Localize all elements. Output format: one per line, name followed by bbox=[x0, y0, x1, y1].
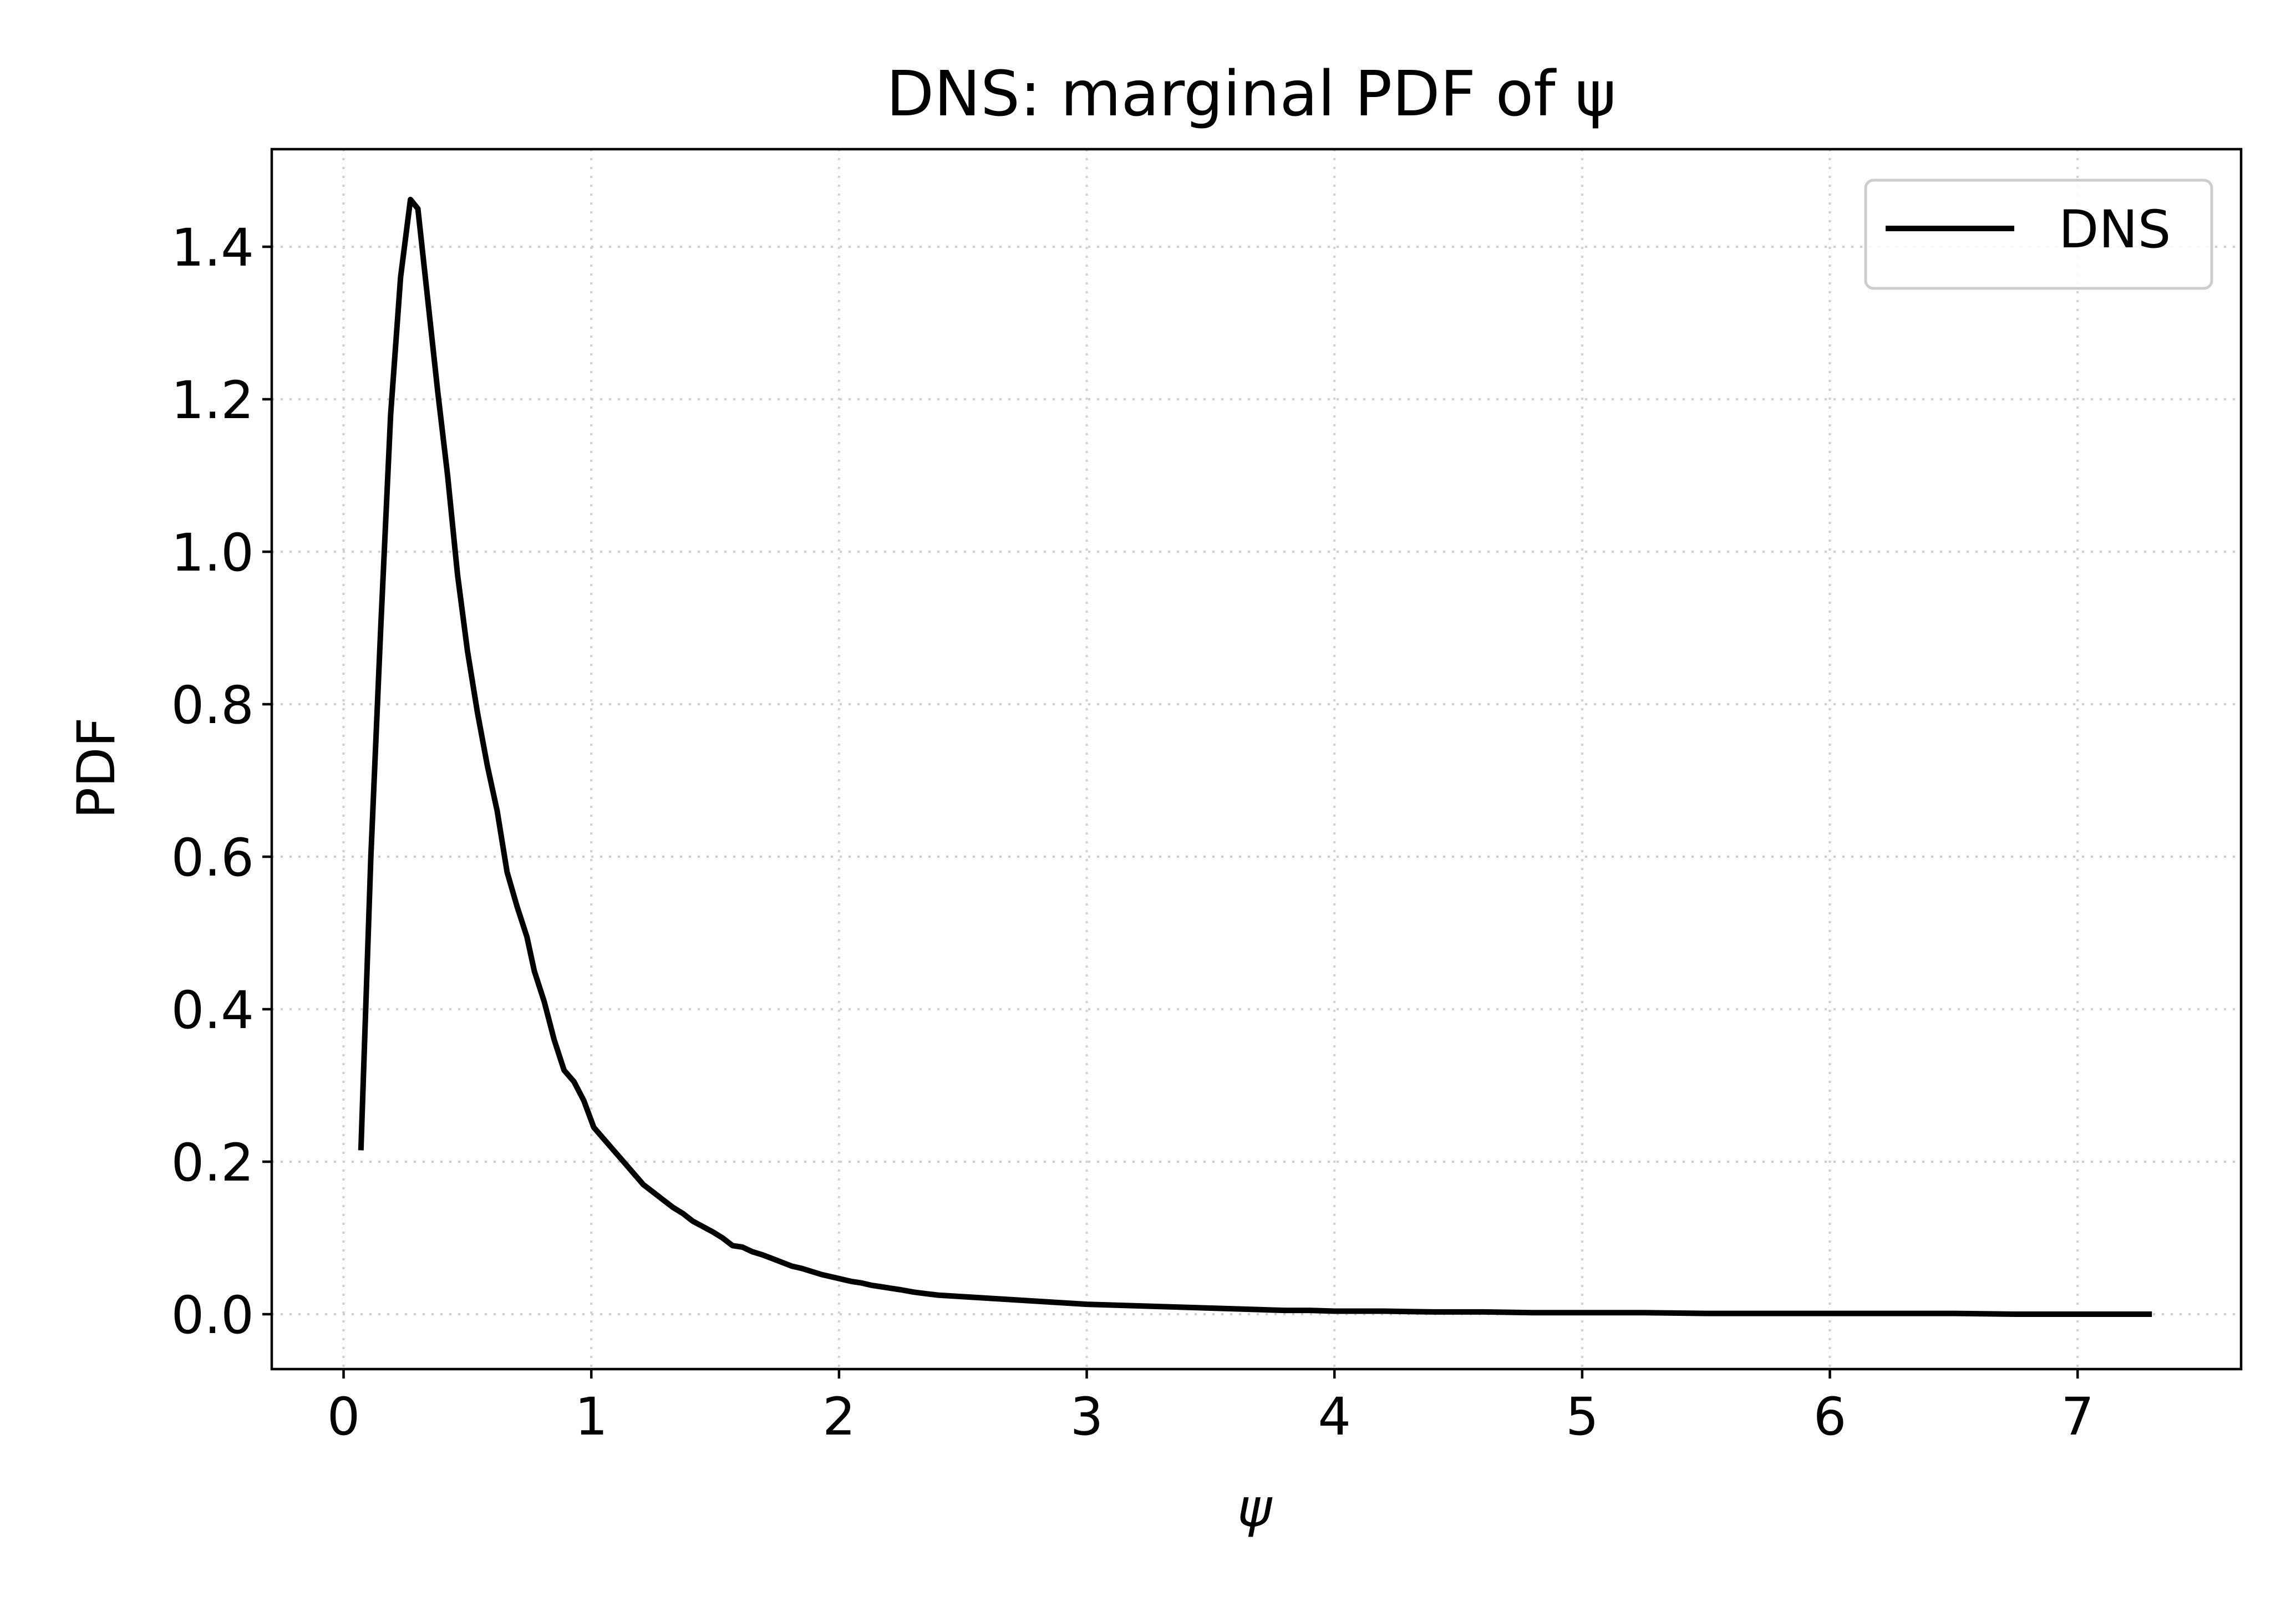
x-tick-label: 4 bbox=[1318, 1387, 1351, 1447]
y-tick-label: 0.0 bbox=[171, 1285, 255, 1346]
legend-box bbox=[1864, 179, 2213, 290]
y-tick-label: 0.4 bbox=[171, 980, 255, 1041]
x-tick-label: 0 bbox=[327, 1387, 360, 1447]
y-tick-label: 0.6 bbox=[171, 828, 255, 888]
x-tick-label: 3 bbox=[1070, 1387, 1104, 1447]
x-tick-label: 1 bbox=[575, 1387, 608, 1447]
series-line-dns bbox=[358, 196, 2152, 1317]
axis-ticks: 0 1 2 3 4 5 6 7 0.0 0.2 0.4 0.6 0.8 1.0 1.2 1.4 bbox=[171, 218, 2095, 1447]
y-tick-label: 0.2 bbox=[171, 1133, 255, 1193]
x-tick-label: 2 bbox=[822, 1387, 856, 1447]
x-tick-label: 5 bbox=[1566, 1387, 1599, 1447]
x-axis-label: ψ bbox=[1237, 1478, 1273, 1539]
x-tick-label: 7 bbox=[2061, 1387, 2094, 1447]
y-tick-label: 1.4 bbox=[171, 218, 255, 278]
x-tick-label: 6 bbox=[1814, 1387, 1847, 1447]
legend-label-dns: DNS bbox=[2059, 200, 2171, 260]
series-layer bbox=[358, 196, 2152, 1317]
y-tick-label: 1.2 bbox=[171, 370, 255, 431]
y-axis-label: PDF bbox=[67, 717, 127, 818]
y-tick-label: 0.8 bbox=[171, 675, 255, 736]
legend: DNS bbox=[1864, 179, 2213, 290]
plot-frame bbox=[270, 148, 2243, 1371]
grid bbox=[272, 149, 2241, 1369]
y-tick-label: 1.0 bbox=[171, 523, 255, 583]
chart-title: DNS: marginal PDF of ψ bbox=[886, 58, 1616, 130]
